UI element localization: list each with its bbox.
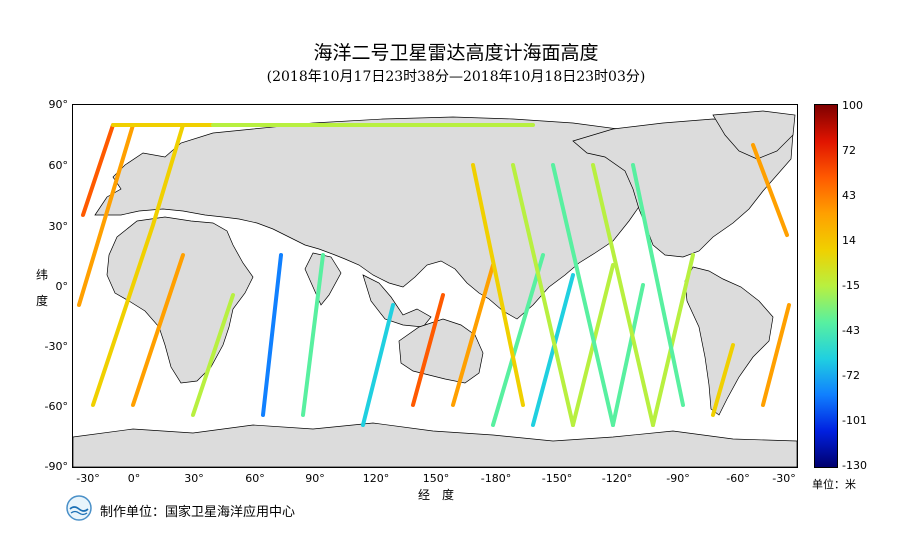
lat-tick-label: -60°: [44, 400, 68, 413]
y-axis-label-2: 度: [36, 294, 49, 308]
colorbar-tick: -130: [842, 459, 867, 472]
lon-tick-label: 120°: [362, 472, 390, 485]
x-axis-label: 经 度: [418, 488, 455, 502]
lat-tick-label: -30°: [44, 340, 68, 353]
track: [411, 293, 445, 407]
lat-tick-label: 30°: [48, 220, 69, 233]
lon-tick-label: -60°: [726, 472, 750, 485]
south-america-landmass: [684, 266, 774, 416]
colorbar: [814, 104, 838, 468]
ocean-center-logo-icon: [66, 495, 92, 521]
greenland-landmass: [712, 110, 796, 160]
se-asia-landmass: [362, 274, 432, 328]
lat-tick-label: -90°: [44, 460, 68, 473]
track: [551, 163, 615, 427]
lon-tick-label: -120°: [601, 472, 633, 485]
colorbar-tick: -43: [842, 324, 860, 337]
lon-tick-label: 150°: [422, 472, 450, 485]
track: [301, 253, 325, 417]
lon-tick-label: 0°: [127, 472, 141, 485]
track: [261, 253, 283, 417]
track: [361, 303, 395, 427]
track: [651, 253, 695, 427]
track: [591, 163, 655, 427]
track: [711, 343, 735, 417]
lon-tick-label: 90°: [305, 472, 325, 485]
y-axis-label-1: 纬: [36, 268, 49, 282]
lat-tick-label: 90°: [48, 98, 69, 111]
colorbar-tick: 100: [842, 99, 863, 112]
lon-tick-label: -150°: [541, 472, 573, 485]
track: [191, 293, 235, 417]
track: [511, 163, 575, 427]
antarctica-landmass: [73, 422, 797, 467]
colorbar-tick: -72: [842, 369, 860, 382]
colorbar-tick: -101: [842, 414, 867, 427]
producer-credit: 制作单位：国家卫星海洋应用中心: [100, 505, 296, 520]
track: [451, 263, 495, 407]
track: [631, 163, 685, 407]
track: [491, 253, 545, 427]
lon-tick-label: 60°: [245, 472, 265, 485]
map-title: 海洋二号卫星雷达高度计海面高度: [313, 42, 599, 64]
lon-tick-label: -90°: [666, 472, 690, 485]
track: [77, 123, 135, 307]
lon-tick-label: -30°: [76, 472, 100, 485]
track: [531, 273, 575, 427]
map-subtitle: (2018年10月17日23时38分—2018年10月18日23时03分): [266, 69, 646, 85]
colorbar-unit: 单位：米: [812, 478, 856, 491]
lat-tick-label: 60°: [48, 159, 69, 172]
world-map: [73, 110, 797, 467]
colorbar-tick: 72: [842, 144, 856, 157]
colorbar-tick: -15: [842, 279, 860, 292]
track: [751, 143, 789, 237]
lon-tick-label: 30°: [184, 472, 204, 485]
india-landmass: [304, 252, 342, 306]
lat-tick-label: 0°: [55, 280, 69, 293]
track: [761, 303, 791, 407]
track: [131, 253, 185, 407]
colorbar-tick: 14: [842, 234, 856, 247]
lon-tick-label: -30°: [772, 472, 796, 485]
map-plot-area: [72, 104, 798, 468]
altimeter-tracks: [77, 123, 791, 427]
track: [471, 163, 525, 407]
track: [91, 123, 185, 407]
colorbar-tick: 43: [842, 189, 856, 202]
lon-tick-label: -180°: [480, 472, 512, 485]
track: [611, 283, 645, 427]
track: [81, 123, 115, 217]
continents: [73, 110, 797, 467]
